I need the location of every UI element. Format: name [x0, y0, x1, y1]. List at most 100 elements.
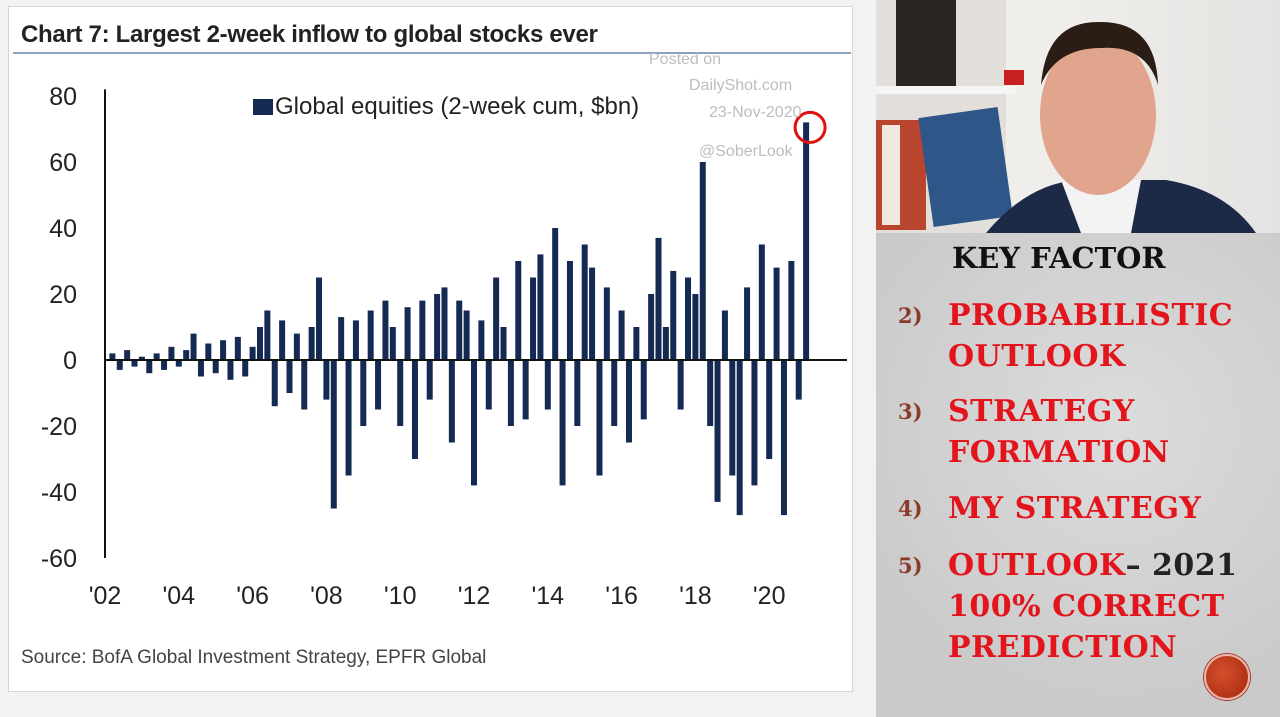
chart-bar [640, 360, 647, 420]
chart-bar [301, 360, 308, 410]
chart-bar [515, 261, 522, 360]
chart-bar [537, 254, 544, 360]
slide-item-4: 4) MY STRATEGY [898, 488, 1201, 529]
chart-bar [744, 287, 751, 360]
chart-bar [729, 360, 736, 476]
chart-bar [212, 360, 219, 374]
item-line: FORMATION [948, 435, 1170, 470]
chart-bar [138, 356, 145, 360]
presenter-image [876, 0, 1256, 233]
chart-bar [264, 310, 271, 360]
legend-swatch [253, 99, 273, 115]
watermark-posted: Posted on [649, 51, 722, 68]
item-line: PREDICTION [948, 630, 1178, 665]
chart-bar [116, 360, 123, 370]
slide-item-2: 2) PROBABILISTIC OUTLOOK [898, 295, 1233, 377]
chart-bar [205, 343, 212, 360]
chart-bar [367, 310, 374, 360]
slide-item-3: 3) STRATEGY FORMATION [898, 391, 1170, 473]
chart-bar [426, 360, 433, 400]
chart-panel: Chart 7: Largest 2-week inflow to global… [8, 6, 853, 692]
item-line: MY STRATEGY [948, 491, 1202, 526]
chart-bar [352, 320, 359, 360]
chart-bar [581, 244, 588, 360]
chart-bar [434, 294, 441, 360]
chart-bar [161, 360, 168, 370]
chart-bar [788, 261, 795, 360]
slide-nav-button[interactable] [1204, 654, 1250, 700]
chart-bar [721, 310, 728, 360]
presenter-video [876, 0, 1280, 233]
x-tick-label: '08 [310, 582, 343, 610]
chart-bar [448, 360, 455, 443]
chart-bar [360, 360, 367, 426]
chart-bar [714, 360, 721, 502]
chart-bar [773, 267, 780, 360]
chart-bar [146, 360, 153, 374]
item-line: OUTLOOK [948, 339, 1126, 374]
chart-bar [375, 360, 382, 410]
chart-bar [707, 360, 714, 426]
chart-bar [648, 294, 655, 360]
chart-bar [574, 360, 581, 426]
x-tick-label: '06 [236, 582, 269, 610]
x-tick-label: '18 [679, 582, 712, 610]
watermark-date: 23-Nov-2020 [709, 104, 802, 121]
item-number: 5) [898, 553, 923, 578]
chart-bar [530, 277, 537, 360]
chart-bar [662, 327, 669, 360]
chart-title: Chart 7: Largest 2-week inflow to global… [21, 21, 598, 48]
x-tick-label: '14 [532, 582, 565, 610]
chart-bar [670, 270, 677, 360]
chart-bar [345, 360, 352, 476]
chart-bar [692, 294, 699, 360]
watermark-site: DailyShot.com [689, 77, 793, 94]
chart-bar [242, 360, 249, 377]
chart-bar [456, 300, 463, 360]
x-tick-label: '16 [605, 582, 638, 610]
item-number: 2) [898, 303, 923, 328]
chart-bar [338, 317, 345, 360]
y-tick-label: -40 [41, 479, 77, 507]
chart-bar [293, 333, 300, 360]
chart-bar [596, 360, 603, 476]
x-tick-label: '04 [163, 582, 196, 610]
chart-bar [677, 360, 684, 410]
item-line: PROBABILISTIC [948, 298, 1234, 333]
chart-bar [279, 320, 286, 360]
chart-bar [234, 336, 241, 360]
chart-bar [559, 360, 566, 486]
chart-bar [271, 360, 278, 407]
chart-bar [131, 360, 138, 367]
highlight-circle [793, 110, 827, 144]
slide-panel: KEY FACTOR 2) PROBABILISTIC OUTLOOK 3) ST… [876, 233, 1280, 717]
item-number: 4) [898, 496, 923, 521]
legend-label: Global equities (2-week cum, $bn) [275, 93, 640, 120]
chart-bar [803, 122, 810, 361]
chart-bar [552, 228, 559, 360]
chart-bar [699, 162, 706, 360]
chart-bar [766, 360, 773, 459]
chart-bar [478, 320, 485, 360]
chart-bar [655, 237, 662, 360]
watermark-handle: @SoberLook [699, 143, 793, 160]
chart-source: Source: BofA Global Investment Strategy,… [21, 647, 487, 668]
slide-heading: KEY FACTOR [952, 241, 1166, 275]
y-tick-label: -60 [41, 545, 77, 573]
chart-bar [758, 244, 765, 360]
chart-bar [500, 327, 507, 360]
chart-bar [190, 333, 197, 360]
chart-bar [633, 327, 640, 360]
chart-bar [751, 360, 758, 486]
chart-bar [493, 277, 500, 360]
slide-item-5: 5) OUTLOOK– 2021 100% CORRECT PREDICTION [898, 545, 1238, 668]
y-tick-label: 80 [49, 83, 77, 111]
chart-bar [411, 360, 418, 459]
chart-bar [323, 360, 330, 400]
chart-bar [566, 261, 573, 360]
chart-bar [382, 300, 389, 360]
chart-bar [625, 360, 632, 443]
chart-bar [168, 346, 175, 360]
x-tick-label: '10 [384, 582, 417, 610]
chart-bar [389, 327, 396, 360]
